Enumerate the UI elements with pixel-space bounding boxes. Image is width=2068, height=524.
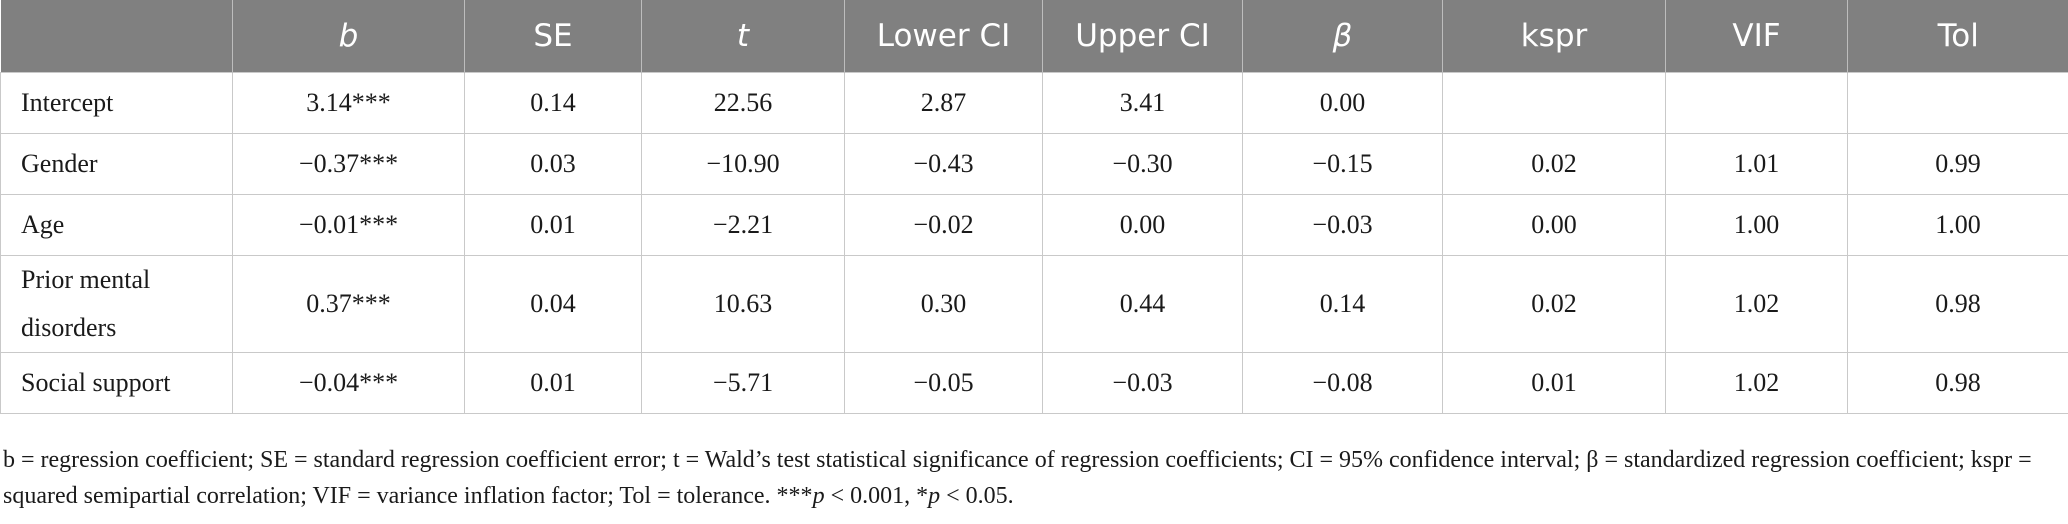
table-cell: 0.01 <box>464 194 642 256</box>
table-cell: 0.03 <box>464 133 642 195</box>
table-footnote: b = regression coefficient; SE = standar… <box>3 442 2063 514</box>
table-cell: 3.14*** <box>232 72 465 134</box>
table-cell: 0.02 <box>1442 133 1666 195</box>
table-cell: 1.00 <box>1665 194 1848 256</box>
table-cell: −0.01*** <box>232 194 465 256</box>
header-cell-vif: VIF <box>1665 0 1848 73</box>
table-cell: 0.99 <box>1847 133 2068 195</box>
table-cell: −0.15 <box>1242 133 1443 195</box>
table-cell: 2.87 <box>844 72 1043 134</box>
table-cell: 0.14 <box>1242 255 1443 353</box>
table-row: Age −0.01*** 0.01 −2.21 −0.02 0.00 −0.03… <box>0 194 2068 256</box>
table-cell <box>1847 72 2068 134</box>
header-cell-se: SE <box>464 0 642 73</box>
table-cell: 10.63 <box>641 255 845 353</box>
regression-table: b SE t Lower CI Upper CI β kspr VIF Tol … <box>0 0 2068 414</box>
regression-table-container: b SE t Lower CI Upper CI β kspr VIF Tol … <box>0 0 2068 414</box>
table-cell: −0.02 <box>844 194 1043 256</box>
table-cell: 0.44 <box>1042 255 1243 353</box>
table-cell: 0.00 <box>1242 72 1443 134</box>
table-cell: 0.98 <box>1847 352 2068 414</box>
table-cell: 1.02 <box>1665 255 1848 353</box>
table-cell: 0.00 <box>1442 194 1666 256</box>
footnote-p-symbol: p <box>928 483 941 509</box>
header-cell-beta: β <box>1242 0 1443 73</box>
footnote-text: < 0.05. <box>940 483 1014 509</box>
table-cell: 0.98 <box>1847 255 2068 353</box>
header-cell-tol: Tol <box>1847 0 2068 73</box>
table-cell: −10.90 <box>641 133 845 195</box>
table-cell: −0.03 <box>1042 352 1243 414</box>
table-cell: 0.01 <box>464 352 642 414</box>
table-cell: 0.00 <box>1042 194 1243 256</box>
table-cell: 1.02 <box>1665 352 1848 414</box>
row-label: Social support <box>0 352 233 414</box>
header-cell-label <box>0 0 233 73</box>
table-row: Prior mental disorders 0.37*** 0.04 10.6… <box>0 255 2068 353</box>
table-cell: 0.30 <box>844 255 1043 353</box>
table-cell: −0.37*** <box>232 133 465 195</box>
header-cell-upper-ci: Upper CI <box>1042 0 1243 73</box>
table-cell: 3.41 <box>1042 72 1243 134</box>
table-cell: −5.71 <box>641 352 845 414</box>
table-cell: −0.04*** <box>232 352 465 414</box>
row-label: Intercept <box>0 72 233 134</box>
table-cell: 0.04 <box>464 255 642 353</box>
footnote-p-symbol: p <box>812 483 825 509</box>
row-label: Age <box>0 194 233 256</box>
table-cell: 0.01 <box>1442 352 1666 414</box>
table-cell: −0.08 <box>1242 352 1443 414</box>
table-cell: 0.02 <box>1442 255 1666 353</box>
row-label: Prior mental disorders <box>0 255 233 353</box>
table-cell: −2.21 <box>641 194 845 256</box>
table-cell: −0.03 <box>1242 194 1443 256</box>
table-cell: 1.00 <box>1847 194 2068 256</box>
table-cell: −0.30 <box>1042 133 1243 195</box>
table-cell: 22.56 <box>641 72 845 134</box>
row-label: Gender <box>0 133 233 195</box>
table-row: Gender −0.37*** 0.03 −10.90 −0.43 −0.30 … <box>0 133 2068 195</box>
table-cell: −0.43 <box>844 133 1043 195</box>
header-cell-t: t <box>641 0 845 73</box>
table-row: Intercept 3.14*** 0.14 22.56 2.87 3.41 0… <box>0 72 2068 134</box>
header-cell-b: b <box>232 0 465 73</box>
header-row: b SE t Lower CI Upper CI β kspr VIF Tol <box>0 0 2068 73</box>
table-cell: 0.37*** <box>232 255 465 353</box>
table-cell <box>1665 72 1848 134</box>
table-cell <box>1442 72 1666 134</box>
table-cell: 0.14 <box>464 72 642 134</box>
header-cell-kspr: kspr <box>1442 0 1666 73</box>
table-row: Social support −0.04*** 0.01 −5.71 −0.05… <box>0 352 2068 414</box>
table-cell: −0.05 <box>844 352 1043 414</box>
table-cell: 1.01 <box>1665 133 1848 195</box>
header-cell-lower-ci: Lower CI <box>844 0 1043 73</box>
footnote-text: b = regression coefficient; SE = standar… <box>3 447 2032 509</box>
footnote-text: < 0.001, * <box>824 483 929 509</box>
